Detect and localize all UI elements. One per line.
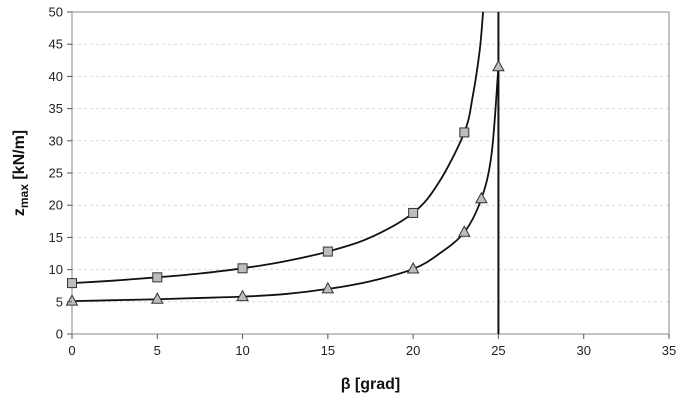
- y-tick-label: 0: [56, 327, 63, 342]
- x-tick-label: 15: [321, 343, 335, 358]
- y-axis-label-unit: [kN/m]: [11, 130, 28, 184]
- x-tick-label: 0: [68, 343, 75, 358]
- data-point-triangle: [406, 261, 420, 274]
- y-tick-label: 25: [49, 166, 63, 181]
- y-tick-label: 35: [49, 101, 63, 116]
- data-point-triangle: [492, 59, 505, 72]
- x-tick-label: 35: [662, 343, 676, 358]
- x-tick-label: 25: [491, 343, 505, 358]
- y-axis-label-main: z: [11, 208, 28, 216]
- data-point-triangle: [475, 191, 488, 204]
- data-point-square: [67, 278, 77, 289]
- y-axis-label-subscript: max: [17, 184, 31, 208]
- data-point-triangle: [321, 281, 335, 294]
- data-point-triangle: [457, 225, 471, 237]
- data-point-square: [237, 263, 248, 274]
- x-tick-label: 30: [576, 343, 590, 358]
- x-axis-label: β [grad]: [341, 376, 401, 393]
- y-tick-label: 15: [49, 230, 63, 245]
- data-point-square: [322, 246, 333, 257]
- y-tick-label: 10: [49, 262, 63, 277]
- x-tick-label: 5: [154, 343, 161, 358]
- y-tick-label: 5: [56, 294, 63, 309]
- x-tick-label: 20: [406, 343, 420, 358]
- y-tick-label: 30: [49, 133, 63, 148]
- plot-area: [71, 11, 670, 335]
- data-point-triangle: [150, 292, 164, 304]
- data-point-square: [152, 272, 163, 283]
- gridlines: [72, 43, 669, 303]
- x-tick-label: 10: [235, 343, 249, 358]
- series-markers: [65, 59, 505, 306]
- series-curves: [71, 11, 500, 303]
- y-axis-ticks: 0 5 10 15 20 25 30 35 40 45 50: [49, 5, 72, 342]
- data-point-square: [459, 127, 470, 138]
- data-point-square: [408, 207, 419, 218]
- y-axis-label: zmax [kN/m]: [11, 130, 31, 216]
- y-tick-label: 45: [49, 37, 63, 52]
- x-axis-ticks: 0 5 10 15 20 25 30 35: [68, 334, 676, 358]
- series-line-square: [71, 11, 484, 285]
- y-tick-label: 50: [49, 5, 63, 20]
- y-tick-label: 20: [49, 198, 63, 213]
- y-tick-label: 40: [49, 69, 63, 84]
- data-point-triangle: [236, 289, 249, 302]
- series-line-triangle: [71, 66, 500, 303]
- data-point-triangle: [65, 294, 79, 306]
